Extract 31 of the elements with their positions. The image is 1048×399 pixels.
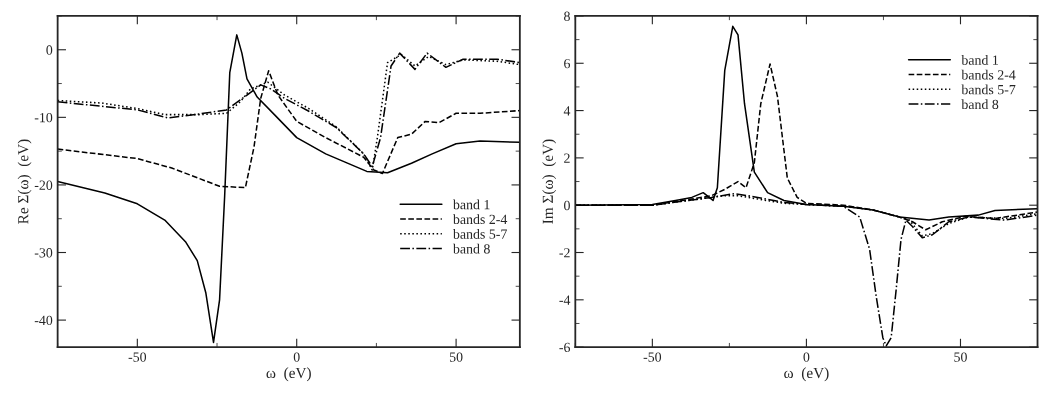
legend-label: band 1 <box>452 199 490 210</box>
legend-label: band 1 <box>961 55 998 65</box>
x-axis-title: ω (eV) <box>784 367 829 382</box>
x-tick-label: 0 <box>293 352 300 362</box>
y-tick-label: 2 <box>564 153 570 163</box>
y-tick-label: 0 <box>46 45 53 55</box>
y-axis-title: Im Σ(ω) (eV) <box>542 139 557 224</box>
x-axis-title: ω (eV) <box>266 367 311 382</box>
y-tick-label: -20 <box>34 180 53 190</box>
legend-label: bands 5-7 <box>961 84 1016 95</box>
y-tick-label: 6 <box>564 58 571 69</box>
legend-label: bands 5-7 <box>452 229 507 239</box>
y-axis-title: Re Σ(ω) (eV) <box>17 139 32 224</box>
y-tick-label: -10 <box>34 112 53 123</box>
x-tick-label: -50 <box>128 352 147 362</box>
y-tick-label: -6 <box>559 342 571 353</box>
legend-label: band 8 <box>452 243 490 254</box>
y-tick-label: 8 <box>564 11 570 21</box>
y-tick-label: 4 <box>563 106 571 116</box>
legend-label: bands 2-4 <box>961 69 1016 80</box>
y-tick-label: -30 <box>34 248 53 258</box>
x-tick-label: 50 <box>449 352 463 362</box>
y-tick-label: -2 <box>559 248 570 258</box>
y-tick-label: -40 <box>34 315 53 326</box>
y-tick-label: -4 <box>559 295 571 305</box>
x-tick-label: 50 <box>954 352 967 362</box>
legend-label: bands 2-4 <box>452 214 508 225</box>
x-tick-label: 0 <box>803 352 810 362</box>
y-tick-label: 0 <box>564 200 570 211</box>
legend-label: band 8 <box>961 99 999 110</box>
x-tick-label: -50 <box>643 352 662 362</box>
